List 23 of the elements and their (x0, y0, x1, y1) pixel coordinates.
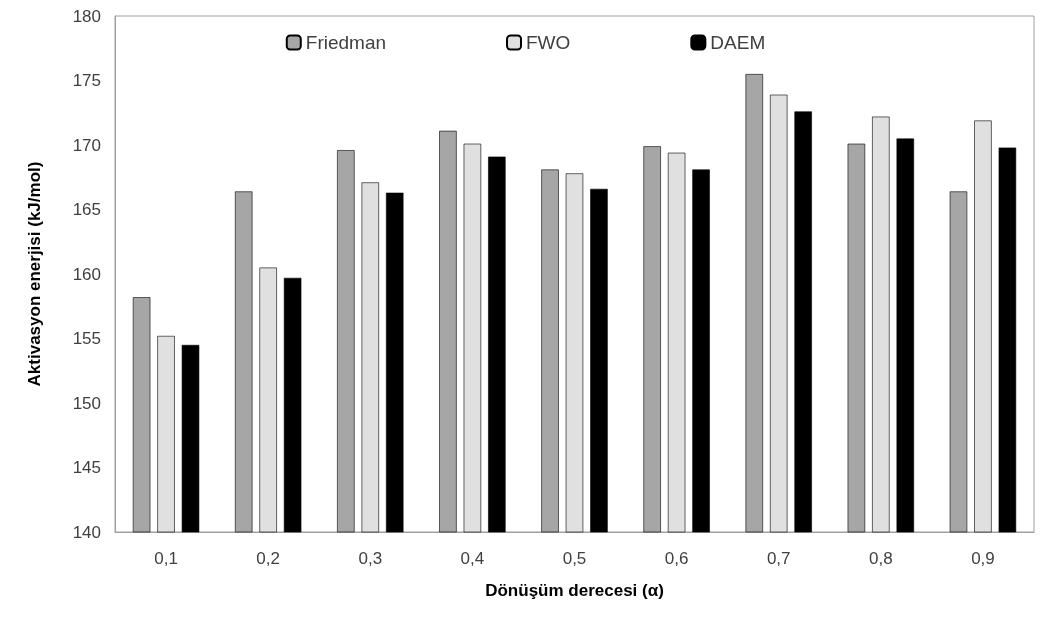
y-tick-label: 140 (72, 522, 101, 542)
x-tick-label: 0,1 (154, 549, 178, 568)
x-tick-label: 0,6 (664, 549, 689, 568)
y-tick-label: 145 (72, 458, 101, 477)
x-tick-label: 0,7 (766, 549, 791, 568)
legend-label: DAEM (710, 32, 766, 53)
y-tick-label: 170 (72, 135, 101, 155)
x-tick-label: 0,3 (358, 549, 383, 568)
y-tick-label: 155 (72, 329, 101, 348)
x-tick-label: 0,2 (256, 549, 280, 568)
y-axis-title: Aktivasyon enerjisi (kJ/mol) (25, 161, 44, 387)
y-tick-label: 180 (72, 6, 101, 26)
y-tick-label: 165 (72, 200, 101, 219)
x-tick-label: 0,8 (869, 549, 893, 568)
x-axis-title: Dönüşüm derecesi (α) (485, 581, 664, 600)
x-tick-label: 0,4 (460, 549, 485, 568)
y-tick-label: 160 (72, 264, 101, 284)
y-tick-label: 175 (72, 71, 101, 90)
x-tick-label: 0,5 (562, 549, 587, 568)
legend-label: Friedman (305, 32, 387, 53)
x-tick-label: 0,9 (971, 549, 995, 568)
legend-label: FWO (526, 32, 571, 53)
y-tick-label: 150 (72, 393, 101, 413)
